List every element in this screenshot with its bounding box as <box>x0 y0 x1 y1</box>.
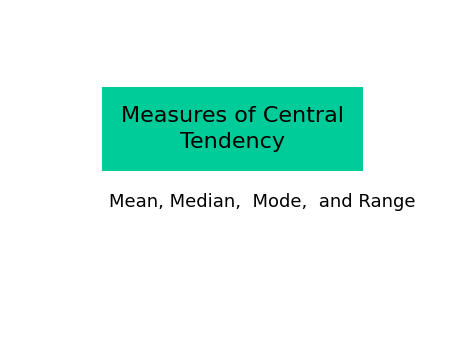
Text: Mean, Median,  Mode,  and Range: Mean, Median, Mode, and Range <box>108 193 415 211</box>
FancyBboxPatch shape <box>102 88 363 171</box>
Text: Measures of Central
Tendency: Measures of Central Tendency <box>121 106 344 152</box>
